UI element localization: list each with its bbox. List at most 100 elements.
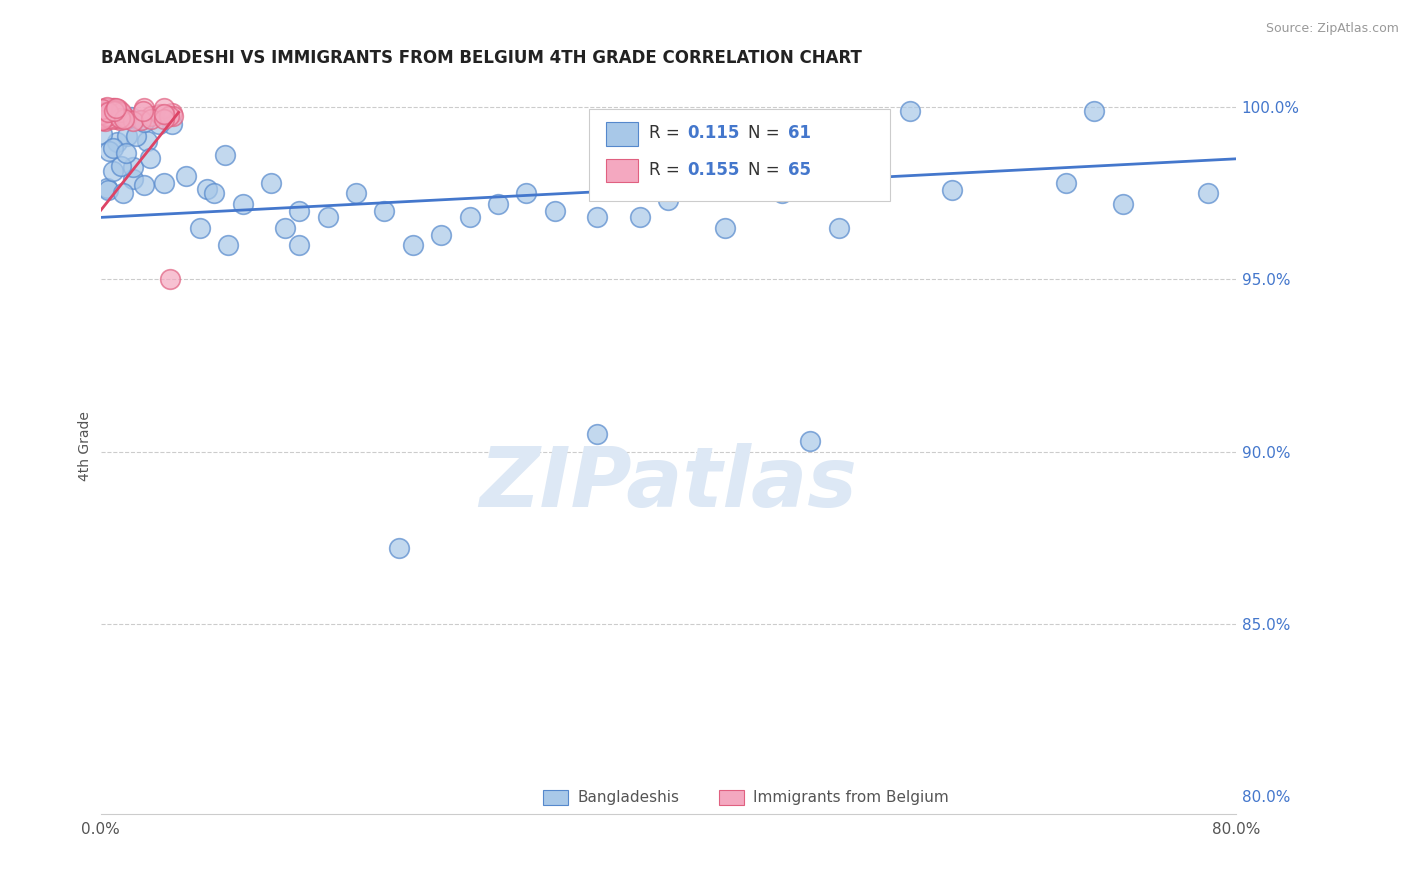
Point [152, 112, 174, 127]
Point [104, 103, 127, 118]
Point [91, 111, 114, 125]
Point [260, 176, 283, 190]
Point [115, 112, 138, 126]
Text: Immigrants from Belgium: Immigrants from Belgium [754, 790, 949, 805]
Text: 0.155: 0.155 [688, 161, 740, 178]
Point [122, 113, 145, 128]
Point [714, 220, 737, 235]
Text: R =: R = [650, 124, 685, 142]
Point [202, 186, 225, 201]
Point [105, 109, 128, 123]
Point [148, 117, 170, 131]
Point [91, 112, 114, 127]
Point [120, 110, 142, 124]
Point [110, 160, 132, 174]
Point [139, 112, 162, 126]
Point [197, 182, 219, 196]
Point [153, 107, 176, 121]
Point [96, 109, 118, 123]
Point [122, 171, 145, 186]
Point [153, 101, 176, 115]
Point [1111, 196, 1133, 211]
Point [91, 102, 114, 116]
Point [96, 104, 118, 119]
Point [657, 193, 679, 207]
Point [115, 129, 138, 144]
Point [157, 109, 180, 123]
Point [104, 103, 127, 118]
Point [91, 107, 114, 121]
Text: R =: R = [650, 161, 685, 178]
Point [214, 148, 236, 162]
Point [136, 134, 159, 148]
Point [111, 107, 134, 121]
FancyBboxPatch shape [544, 790, 568, 805]
Point [288, 203, 311, 218]
Point [112, 112, 135, 126]
Point [388, 541, 411, 556]
Point [159, 272, 181, 286]
Point [91, 109, 114, 123]
Point [486, 196, 509, 211]
Point [132, 103, 155, 118]
Point [898, 103, 921, 118]
Point [402, 238, 425, 252]
Point [103, 101, 125, 115]
Point [217, 238, 239, 252]
Point [91, 111, 114, 125]
Point [94, 113, 117, 128]
Point [129, 113, 152, 128]
Point [103, 104, 125, 119]
FancyBboxPatch shape [606, 159, 638, 182]
Point [544, 203, 567, 218]
Point [101, 141, 124, 155]
Point [110, 104, 132, 119]
Point [160, 117, 183, 131]
FancyBboxPatch shape [720, 790, 744, 805]
Point [188, 220, 211, 235]
Point [799, 434, 821, 449]
Y-axis label: 4th Grade: 4th Grade [79, 411, 93, 482]
Point [96, 180, 118, 194]
Point [105, 112, 128, 127]
Point [162, 109, 184, 123]
Point [129, 112, 152, 127]
Point [91, 104, 114, 119]
Point [138, 151, 160, 165]
Text: BANGLADESHI VS IMMIGRANTS FROM BELGIUM 4TH GRADE CORRELATION CHART: BANGLADESHI VS IMMIGRANTS FROM BELGIUM 4… [101, 49, 862, 67]
Point [105, 101, 128, 115]
Point [91, 128, 114, 142]
Point [97, 183, 120, 197]
Point [98, 105, 121, 120]
Point [101, 101, 124, 115]
Point [98, 144, 121, 158]
Text: ZIPatlas: ZIPatlas [479, 442, 858, 524]
Point [827, 220, 849, 235]
Point [770, 186, 793, 201]
Point [104, 111, 127, 125]
Point [93, 110, 115, 124]
Point [91, 103, 114, 117]
Point [91, 110, 114, 124]
Point [105, 135, 128, 149]
Text: N =: N = [748, 161, 785, 178]
Point [93, 102, 115, 116]
Text: 0.115: 0.115 [688, 124, 740, 142]
Point [458, 211, 481, 225]
Point [122, 160, 145, 174]
Point [586, 427, 609, 442]
Point [111, 186, 134, 200]
Point [97, 105, 120, 120]
Point [288, 238, 311, 252]
Point [274, 220, 297, 235]
Point [91, 113, 114, 128]
Point [103, 111, 125, 125]
Point [316, 211, 339, 225]
Point [97, 108, 120, 122]
Point [104, 110, 127, 124]
Point [91, 110, 114, 124]
Point [373, 203, 395, 218]
Text: Bangladeshis: Bangladeshis [578, 790, 679, 805]
Point [139, 110, 162, 124]
Point [1197, 186, 1219, 201]
